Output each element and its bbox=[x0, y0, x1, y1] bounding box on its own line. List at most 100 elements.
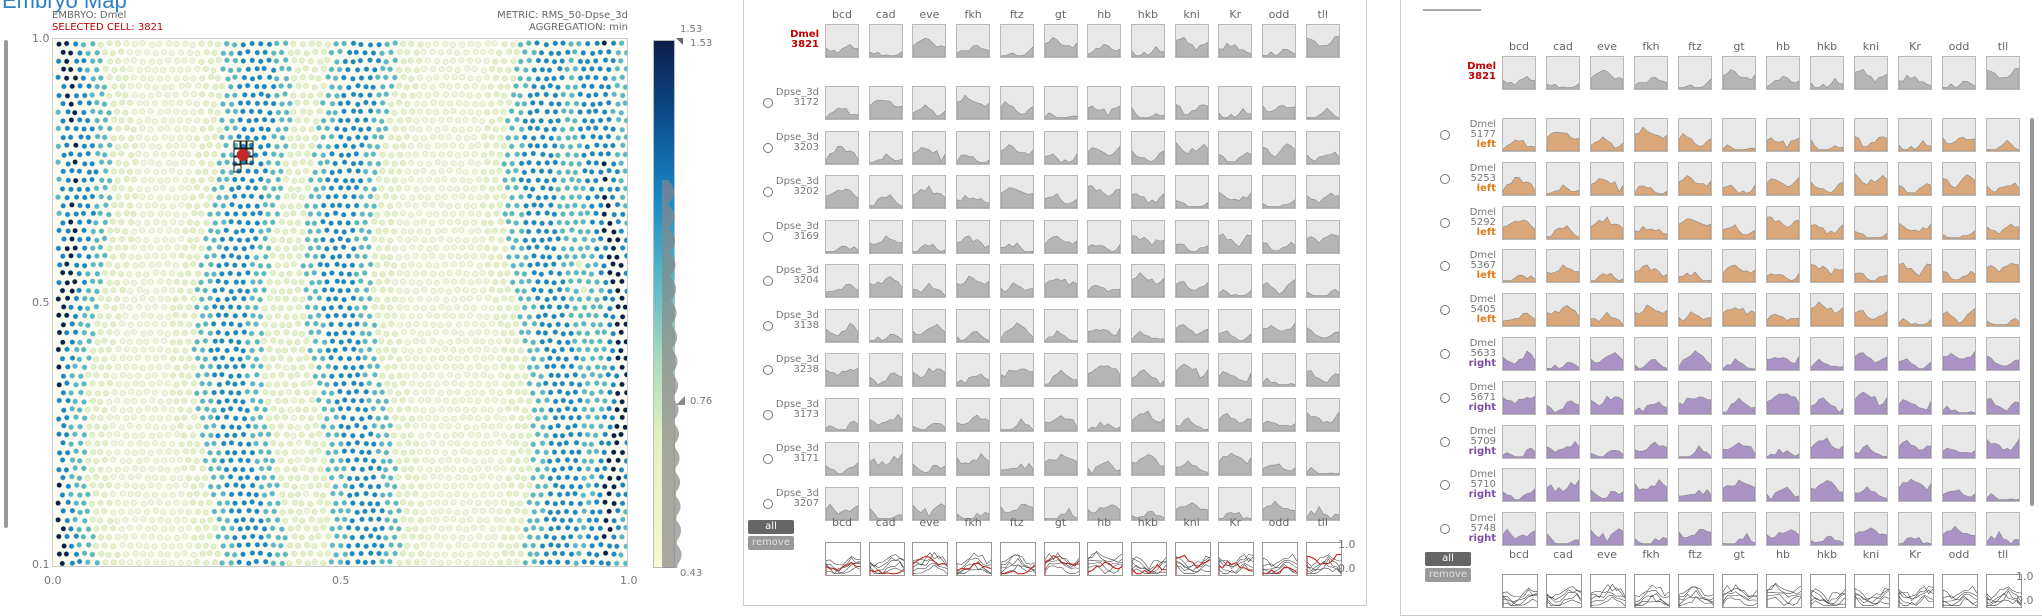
embryo-cell[interactable] bbox=[383, 398, 390, 405]
embryo-cell[interactable] bbox=[204, 441, 210, 447]
embryo-cell[interactable] bbox=[405, 237, 412, 243]
embryo-cell[interactable] bbox=[261, 116, 268, 123]
plot-5709-odd[interactable] bbox=[1942, 424, 1976, 459]
embryo-cell[interactable] bbox=[89, 92, 95, 98]
embryo-cell[interactable] bbox=[518, 245, 525, 252]
embryo-cell[interactable] bbox=[518, 177, 525, 183]
embryo-cell[interactable] bbox=[73, 58, 80, 65]
embryo-cell[interactable] bbox=[450, 42, 456, 48]
embryo-cell[interactable] bbox=[123, 161, 129, 167]
embryo-cell[interactable] bbox=[445, 305, 452, 312]
embryo-cell[interactable] bbox=[236, 373, 243, 379]
embryo-cell[interactable] bbox=[607, 186, 613, 193]
plot-5367-kni[interactable] bbox=[1854, 249, 1888, 284]
embryo-cell[interactable] bbox=[500, 465, 507, 472]
embryo-cell[interactable] bbox=[500, 193, 507, 200]
embryo-cell[interactable] bbox=[208, 91, 215, 98]
embryo-cell[interactable] bbox=[462, 219, 469, 226]
embryo-cell[interactable] bbox=[72, 465, 79, 471]
embryo-cell[interactable] bbox=[400, 74, 407, 80]
embryo-cell[interactable] bbox=[312, 203, 319, 210]
embryo-cell[interactable] bbox=[122, 143, 129, 149]
embryo-cell[interactable] bbox=[611, 517, 617, 524]
embryo-cell[interactable] bbox=[384, 312, 391, 319]
embryo-cell[interactable] bbox=[266, 482, 273, 489]
embryo-cell[interactable] bbox=[295, 457, 301, 463]
embryo-cell[interactable] bbox=[245, 66, 252, 73]
embryo-cell[interactable] bbox=[85, 457, 92, 464]
embryo-cell[interactable] bbox=[485, 381, 492, 388]
embryo-cell[interactable] bbox=[295, 320, 302, 327]
plot-3238-ftz[interactable] bbox=[999, 353, 1034, 387]
plot-3171-bcd[interactable] bbox=[825, 442, 859, 476]
embryo-cell[interactable] bbox=[270, 405, 277, 412]
embryo-cell[interactable] bbox=[517, 295, 524, 302]
embryo-cell[interactable] bbox=[624, 288, 630, 295]
embryo-cell[interactable] bbox=[94, 440, 101, 447]
embryo-cell[interactable] bbox=[354, 475, 361, 482]
embryo-cell[interactable] bbox=[270, 50, 277, 56]
embryo-cell[interactable] bbox=[190, 126, 197, 133]
embryo-cell[interactable] bbox=[367, 483, 374, 490]
embryo-cell[interactable] bbox=[295, 150, 302, 157]
embryo-cell[interactable] bbox=[413, 168, 419, 175]
embryo-cell[interactable] bbox=[139, 142, 146, 149]
embryo-cell[interactable] bbox=[145, 373, 151, 380]
embryo-cell[interactable] bbox=[110, 339, 116, 346]
plot-3171-odd[interactable] bbox=[1262, 442, 1296, 476]
embryo-cell[interactable] bbox=[299, 364, 305, 371]
embryo-cell[interactable] bbox=[475, 500, 482, 506]
embryo-cell[interactable] bbox=[433, 40, 439, 47]
embryo-cell[interactable] bbox=[350, 211, 357, 218]
embryo-cell[interactable] bbox=[428, 371, 435, 378]
embryo-cell[interactable] bbox=[606, 543, 613, 549]
embryo-cell[interactable] bbox=[623, 355, 629, 362]
embryo-cell[interactable] bbox=[194, 253, 200, 260]
embryo-cell[interactable] bbox=[622, 100, 629, 106]
embryo-cell[interactable] bbox=[345, 220, 352, 226]
embryo-cell[interactable] bbox=[178, 219, 185, 226]
embryo-cell[interactable] bbox=[467, 516, 473, 523]
embryo-cell[interactable] bbox=[278, 83, 284, 89]
embryo-cell[interactable] bbox=[132, 483, 138, 489]
embryo-cell[interactable] bbox=[69, 339, 76, 345]
embryo-cell[interactable] bbox=[317, 517, 324, 524]
embryo-cell[interactable] bbox=[106, 93, 113, 99]
embryo-cell[interactable] bbox=[534, 431, 541, 438]
embryo-cell[interactable] bbox=[496, 67, 503, 73]
embryo-cell[interactable] bbox=[383, 108, 390, 115]
embryo-cell[interactable] bbox=[589, 509, 596, 515]
embryo-cell[interactable] bbox=[178, 441, 185, 448]
embryo-cell[interactable] bbox=[143, 288, 150, 295]
embryo-cell[interactable] bbox=[68, 186, 74, 193]
embryo-cell[interactable] bbox=[426, 161, 432, 167]
embryo-cell[interactable] bbox=[148, 364, 154, 371]
embryo-cell[interactable] bbox=[483, 278, 490, 285]
embryo-cell[interactable] bbox=[397, 151, 403, 158]
embryo-cell[interactable] bbox=[421, 509, 427, 516]
embryo-cell[interactable] bbox=[375, 160, 382, 167]
embryo-cell[interactable] bbox=[315, 312, 322, 319]
embryo-cell[interactable] bbox=[438, 185, 445, 192]
embryo-cell[interactable] bbox=[101, 252, 108, 259]
embryo-cell[interactable] bbox=[262, 389, 269, 395]
embryo-cell[interactable] bbox=[379, 271, 386, 278]
embryo-cell[interactable] bbox=[581, 117, 588, 124]
embryo-cell[interactable] bbox=[355, 558, 361, 565]
embryo-cell[interactable] bbox=[458, 363, 465, 370]
embryo-cell[interactable] bbox=[178, 151, 185, 157]
embryo-cell[interactable] bbox=[152, 84, 159, 91]
embryo-cell[interactable] bbox=[291, 261, 297, 267]
embryo-cell[interactable] bbox=[298, 534, 305, 541]
plot-3238-cad[interactable] bbox=[868, 353, 903, 387]
embryo-cell[interactable] bbox=[182, 228, 189, 234]
embryo-cell[interactable] bbox=[421, 66, 427, 72]
embryo-cell[interactable] bbox=[328, 559, 335, 565]
embryo-cell[interactable] bbox=[416, 92, 423, 98]
embryo-cell[interactable] bbox=[131, 329, 137, 335]
embryo-cell[interactable] bbox=[303, 354, 310, 361]
embryo-cell[interactable] bbox=[258, 363, 264, 370]
embryo-cell[interactable] bbox=[270, 337, 277, 344]
embryo-cell[interactable] bbox=[405, 474, 412, 481]
embryo-cell[interactable] bbox=[462, 492, 469, 498]
